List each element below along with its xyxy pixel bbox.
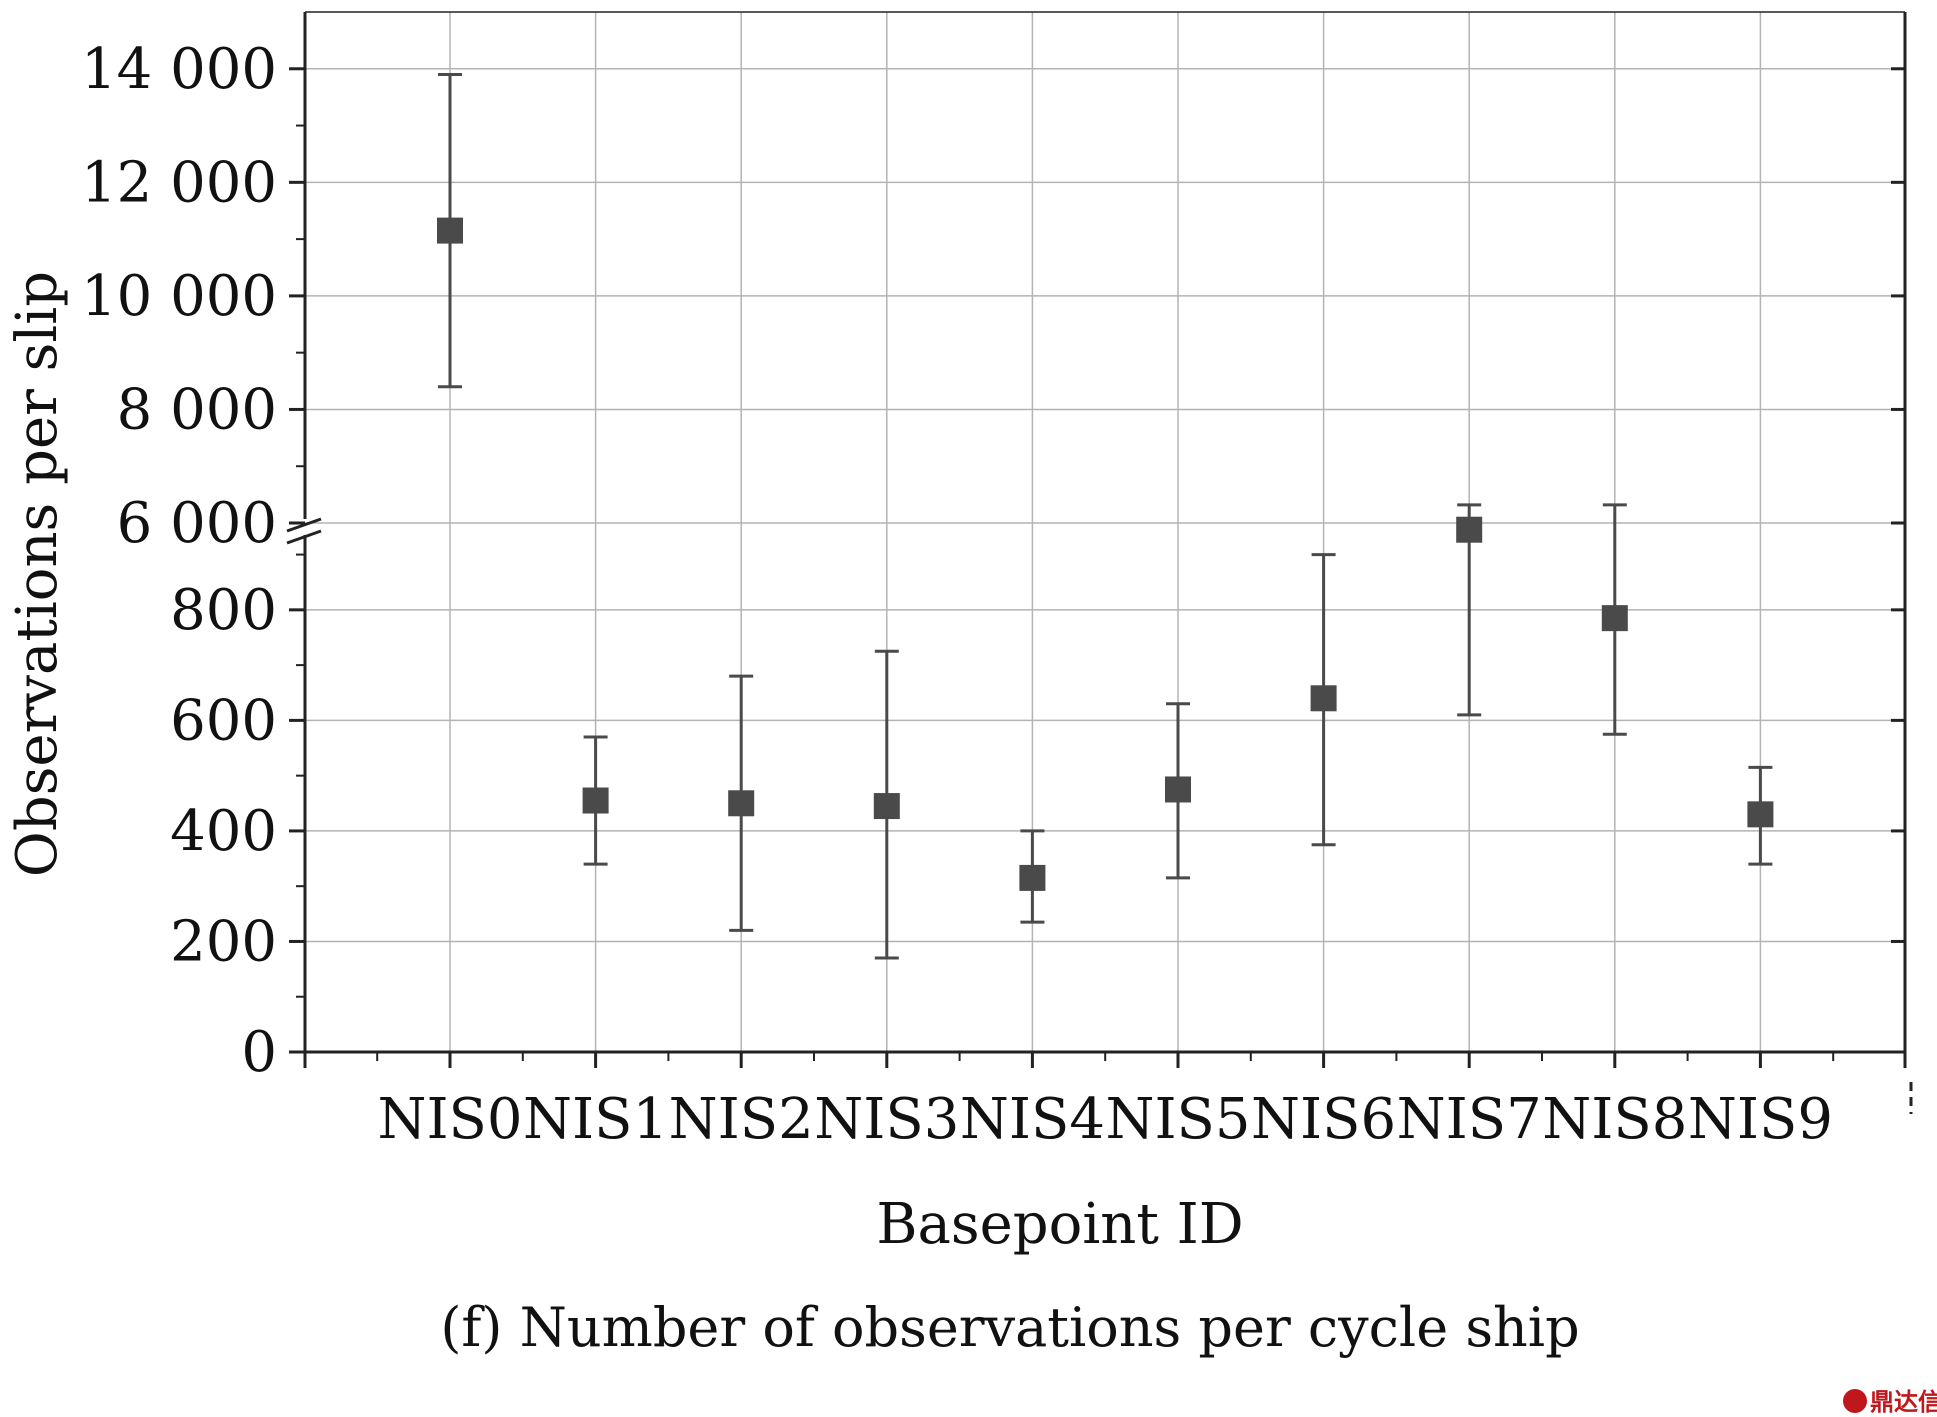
y-tick-label: 10 000 (81, 264, 277, 329)
data-point-group (1747, 765, 1774, 866)
data-point-group (582, 735, 609, 866)
data-point-marker (582, 787, 609, 814)
data-point-group (1310, 553, 1337, 847)
data-series (437, 72, 1774, 960)
data-point-marker (437, 217, 463, 244)
data-point-group (873, 649, 900, 960)
x-tick-label: NIS4 (960, 1087, 1105, 1152)
y-tick-label: 0 (241, 1020, 277, 1085)
data-point-group (728, 674, 755, 932)
tick-labels: 6 000 8 000 10 000 12 000 14 000 0 200 400 600 80… (81, 37, 1833, 1152)
x-tick-label: NIS5 (1105, 1087, 1250, 1152)
axis-break-mark (286, 517, 322, 533)
axis-break-mark (286, 529, 322, 545)
watermark-icon (1843, 1389, 1867, 1413)
data-point-marker (1601, 605, 1628, 632)
x-tick-label: NIS8 (1542, 1087, 1687, 1152)
axes (286, 11, 1913, 1114)
data-point-marker (1456, 516, 1483, 543)
data-point-marker (1019, 864, 1046, 891)
grid (305, 12, 1905, 1052)
data-point-group (1165, 702, 1191, 880)
y-tick-label: 14 000 (81, 37, 277, 102)
x-tick-label: NIS6 (1251, 1087, 1396, 1152)
data-point-group (1019, 829, 1046, 924)
x-tick-label: NIS1 (523, 1087, 668, 1152)
y-tick-label: 400 (170, 799, 277, 864)
data-point-group (1456, 503, 1483, 717)
data-point-group (1601, 503, 1628, 736)
y-tick-label: 6 000 (117, 491, 277, 556)
y-tick-label: 600 (170, 688, 277, 753)
y-tick-label: 12 000 (81, 150, 277, 215)
x-tick-label: NIS9 (1688, 1087, 1833, 1152)
data-point-marker (873, 793, 900, 820)
figure-caption: (f) Number of observations per cycle shi… (440, 1296, 1579, 1359)
data-point-group (437, 72, 463, 389)
y-tick-label: 800 (170, 578, 277, 643)
x-tick-label: NIS3 (814, 1087, 959, 1152)
y-tick-label: 200 (170, 909, 277, 974)
x-tick-label: NIS2 (669, 1087, 814, 1152)
data-point-marker (1747, 801, 1774, 828)
data-point-marker (1310, 685, 1337, 712)
watermark-logo: 鼎达信 (1843, 1388, 1937, 1416)
x-tick-label: NIS7 (1397, 1087, 1542, 1152)
data-point-marker (728, 790, 755, 817)
x-tick-label: NIS0 (377, 1087, 522, 1152)
y-axis-title: Observations per slip (5, 271, 70, 877)
y-tick-label: 8 000 (117, 377, 277, 442)
watermark-text: 鼎达信 (1870, 1388, 1937, 1416)
x-axis-title: Basepoint ID (876, 1192, 1243, 1257)
data-point-marker (1165, 776, 1191, 803)
